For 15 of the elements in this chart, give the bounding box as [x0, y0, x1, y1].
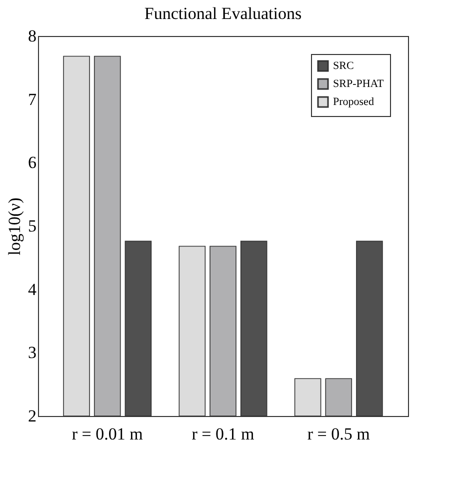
legend-label: SRP-PHAT — [333, 78, 384, 90]
y-tick-label: 5 — [28, 216, 36, 236]
legend-label: Proposed — [333, 96, 374, 108]
x-tick-label: r = 0.01 m — [72, 424, 143, 444]
chart-title: Functional Evaluations — [144, 4, 302, 23]
legend-label: SRC — [333, 60, 354, 72]
y-tick-label: 4 — [28, 280, 37, 299]
x-tick-label: r = 0.1 m — [192, 424, 254, 444]
y-tick-label: 2 — [28, 406, 36, 426]
y-tick-label: 8 — [28, 26, 36, 46]
y-axis-title: log10(ν) — [5, 198, 24, 256]
x-tick-label: r = 0.5 m — [307, 424, 370, 444]
y-tick-label: 7 — [28, 90, 37, 109]
y-tick-label: 3 — [28, 343, 36, 362]
y-tick-label: 6 — [28, 153, 36, 172]
